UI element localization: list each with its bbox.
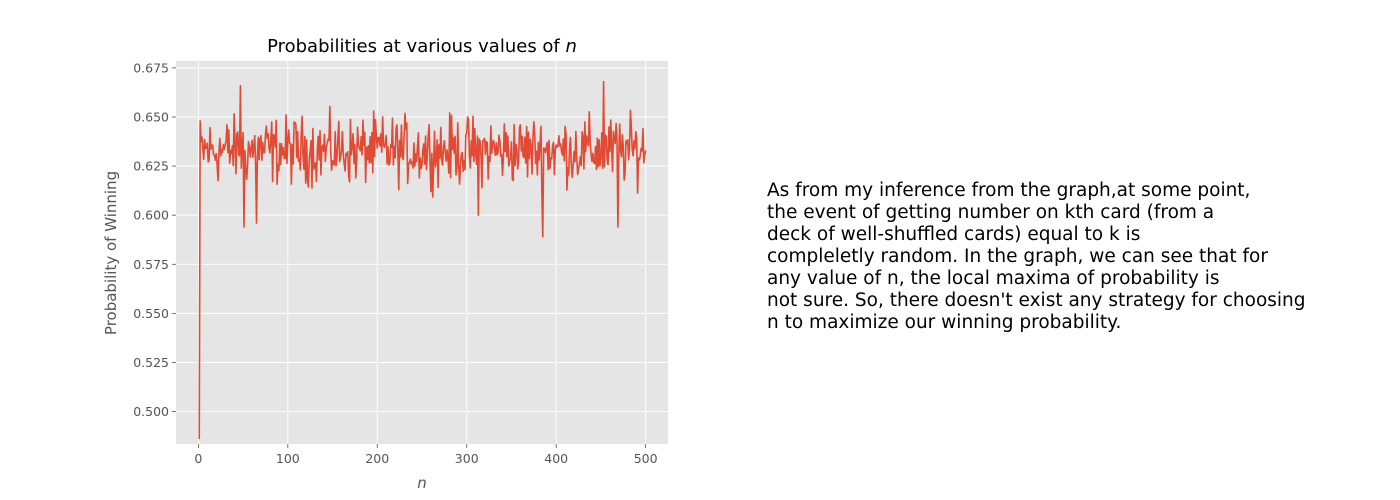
x-tick-label: 500 (634, 451, 658, 466)
x-tick-label: 100 (276, 451, 300, 466)
y-tick-label: 0.675 (133, 60, 169, 75)
y-tick-label: 0.525 (133, 355, 169, 370)
x-axis-label: n (417, 474, 427, 492)
series-line (198, 80, 647, 440)
commentary-text: As from my inference from the graph,at s… (767, 180, 1387, 334)
y-tick-label: 0.575 (133, 257, 169, 272)
y-tick-label: 0.600 (133, 208, 169, 223)
y-axis-label: Probability of Winning (102, 171, 120, 335)
y-tick-label: 0.550 (133, 306, 169, 321)
x-tick-label: 0 (194, 451, 202, 466)
commentary-line: compleletly random. In the graph, we can… (767, 246, 1268, 267)
y-tick-label: 0.500 (133, 404, 169, 419)
commentary-line: As from my inference from the graph,at s… (767, 180, 1251, 201)
x-tick-label: 400 (544, 451, 568, 466)
commentary-line: the event of getting number on kth card … (767, 202, 1215, 223)
x-tick-label: 300 (455, 451, 479, 466)
x-tick-label: 200 (365, 451, 389, 466)
plot-area (176, 61, 668, 444)
commentary-line: n to maximize our winning probability. (767, 312, 1122, 333)
y-tick-label: 0.625 (133, 159, 169, 174)
commentary-line: deck of well-shuffled cards) equal to k … (767, 224, 1141, 245)
commentary-line: not sure. So, there doesn't exist any st… (767, 290, 1306, 311)
chart-title: Probabilities at various values of n (267, 36, 577, 57)
y-tick-label: 0.650 (133, 109, 169, 124)
commentary-line: any value of n, the local maxima of prob… (767, 268, 1220, 289)
